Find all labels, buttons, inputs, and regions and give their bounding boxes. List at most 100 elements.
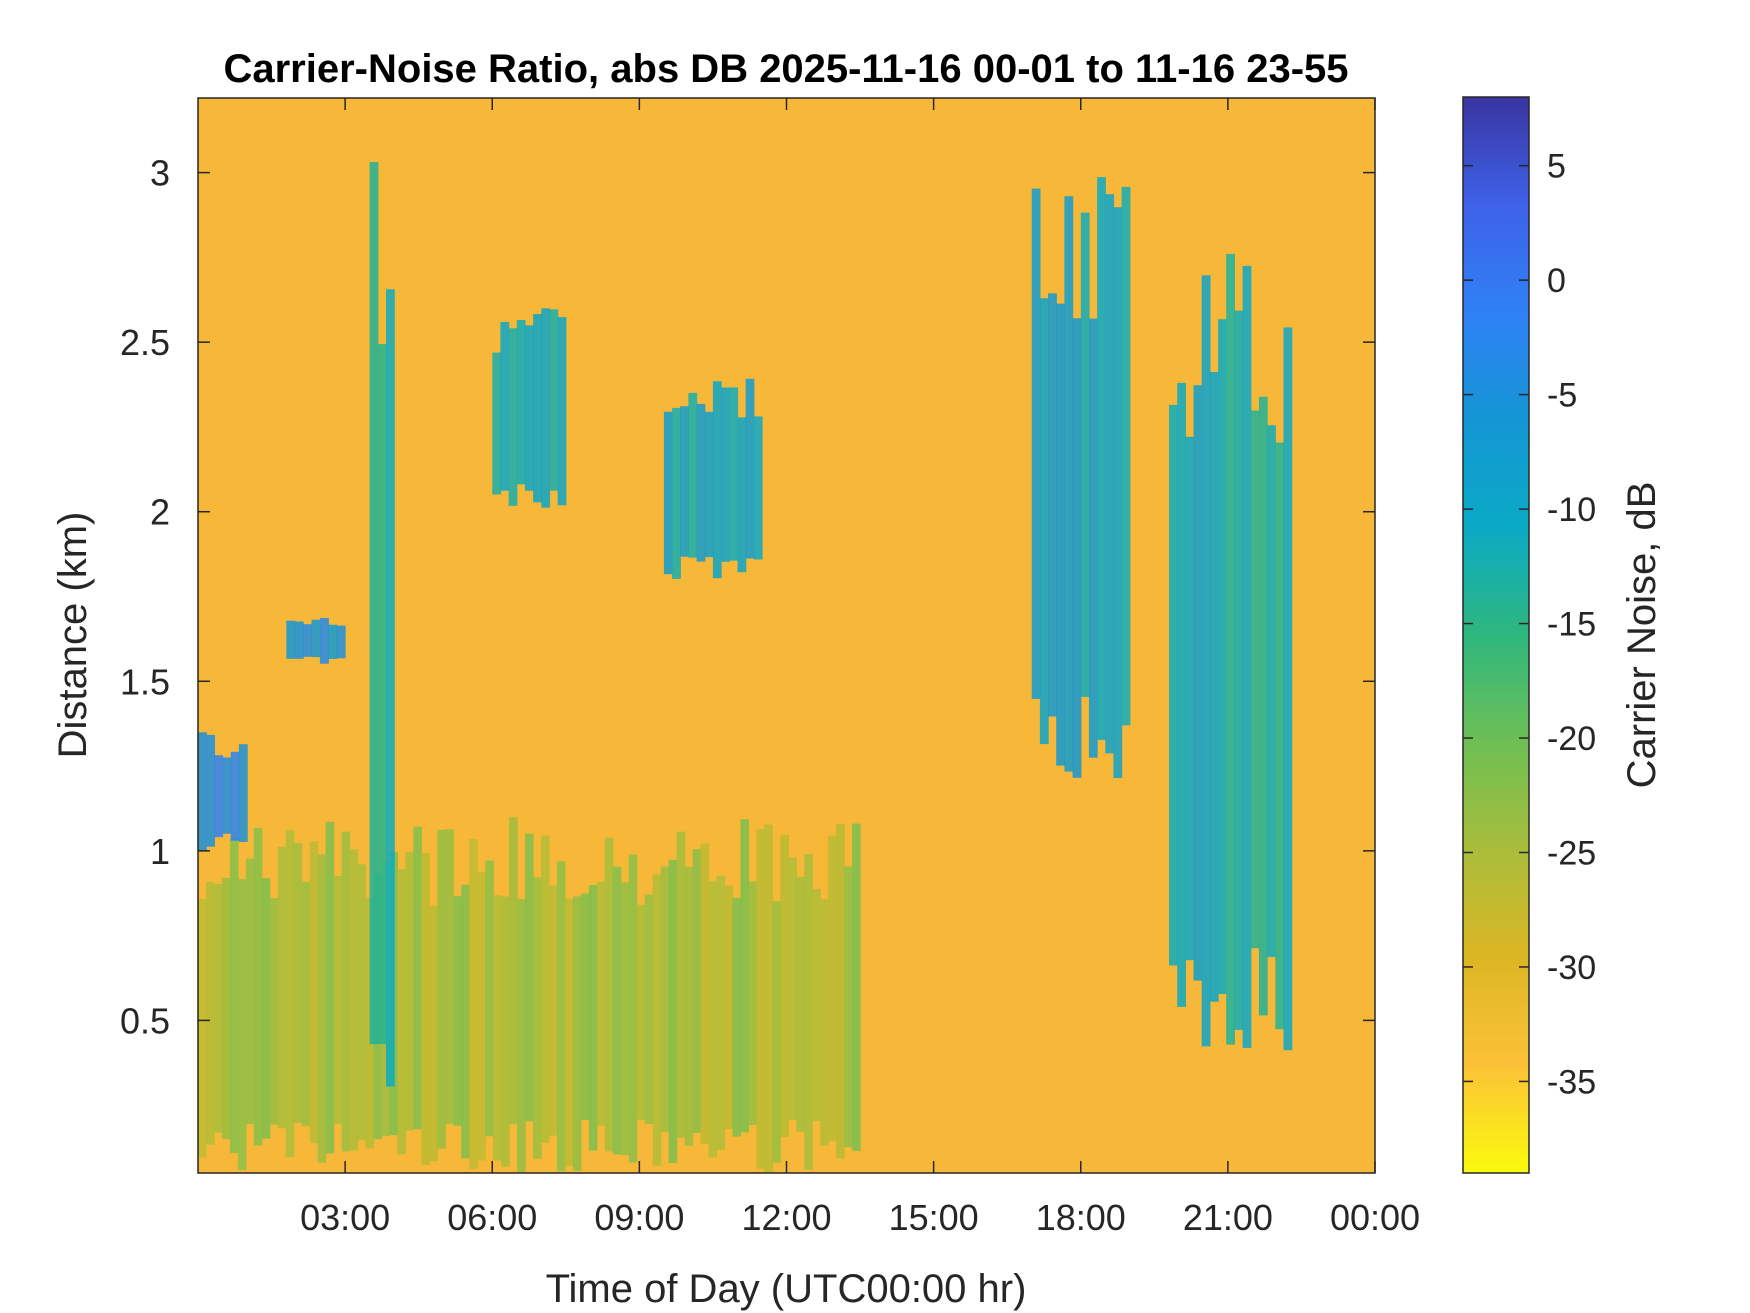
heatmap-region-column-0330: [369, 162, 395, 1087]
heatmap-cell: [804, 854, 813, 1170]
y-tick-label: 3: [150, 153, 170, 194]
heatmap-cell: [1097, 177, 1106, 740]
heatmap-cell: [676, 831, 686, 1138]
heatmap-cell: [237, 879, 247, 1171]
heatmap-cell: [1113, 207, 1123, 778]
x-tick-label: 15:00: [889, 1197, 979, 1238]
heatmap-cell: [369, 162, 379, 1045]
x-tick-label: 12:00: [741, 1197, 831, 1238]
heatmap-cell: [708, 881, 718, 1158]
colorbar-tick-label: -25: [1547, 834, 1596, 872]
heatmap-cell: [556, 861, 566, 1172]
heatmap-cell: [712, 381, 722, 579]
heatmap-cell: [1226, 253, 1235, 1045]
heatmap-cell: [533, 877, 542, 1159]
heatmap-cell: [1080, 212, 1090, 697]
heatmap-cell: [737, 417, 747, 573]
y-tick-label: 2: [150, 492, 170, 533]
heatmap-cell: [660, 866, 670, 1132]
heatmap-cell: [684, 866, 694, 1146]
heatmap-cell: [716, 875, 726, 1150]
y-tick-label: 1.5: [120, 661, 170, 702]
colorbar-label: Carrier Noise, dB: [1620, 482, 1664, 789]
heatmap-cell: [206, 881, 215, 1145]
heatmap-cell: [229, 838, 239, 1153]
heatmap-cell: [377, 344, 387, 1045]
colorbar-tick-label: 5: [1547, 148, 1566, 186]
heatmap-cell: [1193, 385, 1203, 981]
heatmap-region-dawn-boundary-top: [198, 732, 248, 851]
heatmap-cell: [303, 624, 313, 657]
heatmap-cell: [772, 901, 781, 1163]
colorbar-tick-label: -30: [1547, 949, 1596, 987]
heatmap-region-precip-night: [1169, 253, 1293, 1051]
x-tick-label: 00:00: [1330, 1197, 1420, 1238]
colorbar-tick-label: 0: [1547, 262, 1566, 300]
heatmap-cell: [756, 829, 765, 1169]
heatmap-cell: [413, 826, 422, 1130]
heatmap-cell: [549, 309, 559, 491]
heatmap-cell: [525, 833, 534, 1122]
heatmap-cell: [549, 885, 558, 1136]
heatmap-cell: [285, 830, 295, 1158]
heatmap-cell: [517, 899, 526, 1172]
heatmap-cell: [1267, 425, 1276, 957]
x-tick-label: 06:00: [447, 1197, 537, 1238]
heatmap-cell: [1209, 372, 1219, 1002]
heatmap-cell: [672, 407, 681, 579]
heatmap-cell: [1218, 319, 1227, 994]
heatmap-cell: [1169, 404, 1178, 966]
heatmap-cells: [198, 162, 1293, 1173]
heatmap-cell: [1177, 382, 1186, 1007]
heatmap-cell: [828, 835, 837, 1141]
heatmap-cell: [1064, 196, 1074, 772]
heatmap-cell: [748, 881, 757, 1125]
heatmap-cell: [493, 895, 502, 1161]
heatmap-cell: [453, 896, 462, 1126]
x-tick-label: 18:00: [1036, 1197, 1126, 1238]
heatmap-cell: [1242, 265, 1252, 1048]
heatmap-cell: [485, 860, 494, 1137]
heatmap-cell: [341, 831, 351, 1152]
heatmap-cell: [564, 898, 574, 1166]
heatmap-cell: [1031, 188, 1041, 699]
heatmap-cell: [740, 819, 749, 1133]
heatmap-cell: [508, 328, 518, 506]
heatmap-cell: [325, 821, 335, 1154]
heatmap-cell: [644, 894, 654, 1124]
heatmap-cell: [198, 898, 207, 1158]
heatmap-cell: [311, 619, 321, 658]
heatmap-cell: [277, 846, 287, 1129]
heatmap-cell: [1275, 442, 1285, 1030]
x-tick-label: 09:00: [594, 1197, 684, 1238]
heatmap-cell: [820, 899, 829, 1146]
heatmap-region-morning-layer-top: [286, 618, 346, 664]
heatmap-cell: [230, 751, 240, 841]
heatmap-plot-area: [198, 98, 1375, 1173]
heatmap-cell: [437, 829, 446, 1149]
heatmap-cell: [328, 624, 338, 659]
heatmap-cell: [319, 618, 329, 664]
heatmap-cell: [405, 851, 414, 1131]
heatmap-cell: [704, 411, 714, 558]
heatmap-cell: [245, 858, 255, 1124]
y-tick-label: 0.5: [120, 1000, 170, 1041]
heatmap-cell: [688, 392, 698, 558]
heatmap-cell: [764, 824, 773, 1173]
heatmap-cell: [604, 837, 614, 1152]
heatmap-cell: [501, 896, 510, 1167]
heatmap-cell: [301, 881, 311, 1127]
x-tick-label: 03:00: [300, 1197, 390, 1238]
heatmap-cell: [492, 352, 502, 495]
heatmap-cell: [1072, 318, 1082, 778]
heatmap-cell: [696, 403, 706, 562]
heatmap-cell: [836, 823, 845, 1159]
heatmap-cell: [214, 755, 224, 838]
heatmap-cell: [1201, 275, 1211, 1047]
heatmap-cell: [780, 834, 789, 1137]
heatmap-cell: [309, 841, 319, 1144]
y-tick-label: 2.5: [120, 322, 170, 363]
heatmap-cell: [636, 904, 646, 1120]
heatmap-cell: [1048, 293, 1057, 717]
heatmap-cell: [317, 854, 327, 1163]
